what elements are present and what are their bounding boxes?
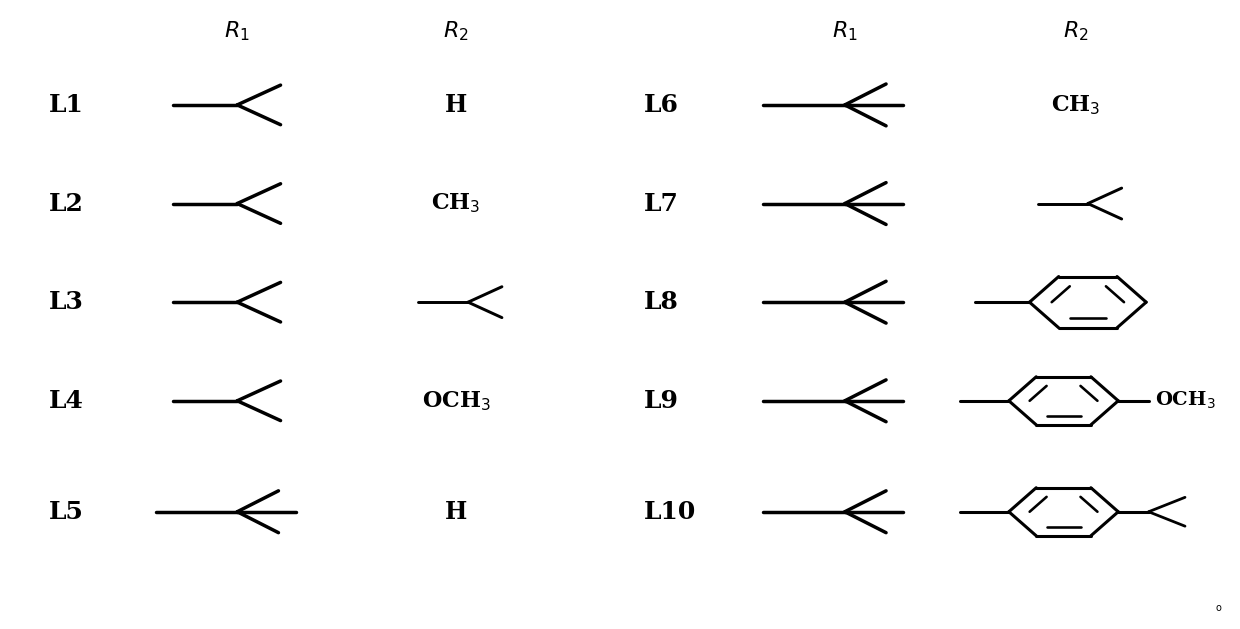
Text: OCH$_3$: OCH$_3$	[1154, 390, 1215, 411]
Text: L2: L2	[48, 192, 84, 216]
Text: o: o	[1215, 603, 1221, 613]
Text: H: H	[445, 93, 467, 117]
Text: L7: L7	[645, 192, 680, 216]
Text: L4: L4	[48, 389, 84, 413]
Text: L9: L9	[645, 389, 680, 413]
Text: OCH$_3$: OCH$_3$	[422, 389, 490, 413]
Text: L1: L1	[48, 93, 84, 117]
Text: L10: L10	[645, 500, 697, 524]
Text: L3: L3	[48, 290, 84, 314]
Text: H: H	[445, 500, 467, 524]
Text: $R_2$: $R_2$	[443, 19, 469, 43]
Text: CH$_3$: CH$_3$	[432, 192, 481, 215]
Text: $R_1$: $R_1$	[224, 19, 250, 43]
Text: $R_1$: $R_1$	[832, 19, 858, 43]
Text: $R_2$: $R_2$	[1063, 19, 1089, 43]
Text: L6: L6	[645, 93, 680, 117]
Text: L8: L8	[645, 290, 680, 314]
Text: L5: L5	[48, 500, 84, 524]
Text: CH$_3$: CH$_3$	[1052, 93, 1100, 117]
